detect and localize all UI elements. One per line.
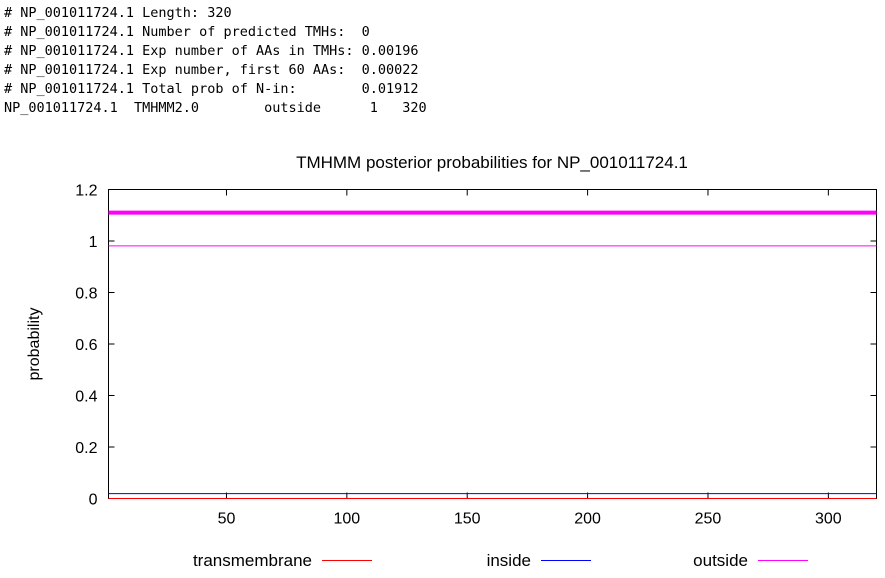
summary-line: # NP_001011724.1 Total prob of N-in: 0.0… [4,81,419,97]
x-axis-ticks: 50 100 150 200 250 300 [218,189,842,528]
y-tick-label: 0.4 [75,389,97,406]
y-tick-label: 0.2 [75,440,97,457]
x-tick-label: 200 [574,511,601,528]
legend-label-inside: inside [487,551,531,570]
x-tick-label: 150 [454,511,481,528]
summary-line: # NP_001011724.1 Length: 320 [4,5,232,21]
y-tick-label: 0.8 [75,286,97,303]
y-axis-label: probability [26,308,43,381]
x-tick-label: 50 [218,511,236,528]
y-tick-label: 1 [89,234,98,251]
y-tick-label: 0 [89,492,98,509]
legend-label-outside: outside [693,551,748,570]
plot-frame [108,189,877,499]
x-tick-label: 300 [815,511,842,528]
legend: transmembrane inside outside [193,551,808,570]
summary-line: NP_001011724.1 TMHMM2.0 outside 1 320 [4,100,427,116]
legend-label-transmembrane: transmembrane [193,551,312,570]
y-tick-label: 0.6 [75,337,97,354]
summary-line: # NP_001011724.1 Exp number, first 60 AA… [4,62,419,78]
y-axis-ticks: 0 0.2 0.4 0.6 0.8 1 1.2 [75,183,877,509]
x-tick-label: 100 [333,511,360,528]
chart-title: TMHMM posterior probabilities for NP_001… [296,153,688,172]
x-tick-label: 250 [695,511,722,528]
prediction-summary: # NP_001011724.1 Length: 320 # NP_001011… [4,4,427,118]
y-tick-label: 1.2 [75,183,97,200]
summary-line: # NP_001011724.1 Exp number of AAs in TM… [4,43,419,59]
summary-line: # NP_001011724.1 Number of predicted TMH… [4,24,370,40]
series-lines [108,210,877,499]
